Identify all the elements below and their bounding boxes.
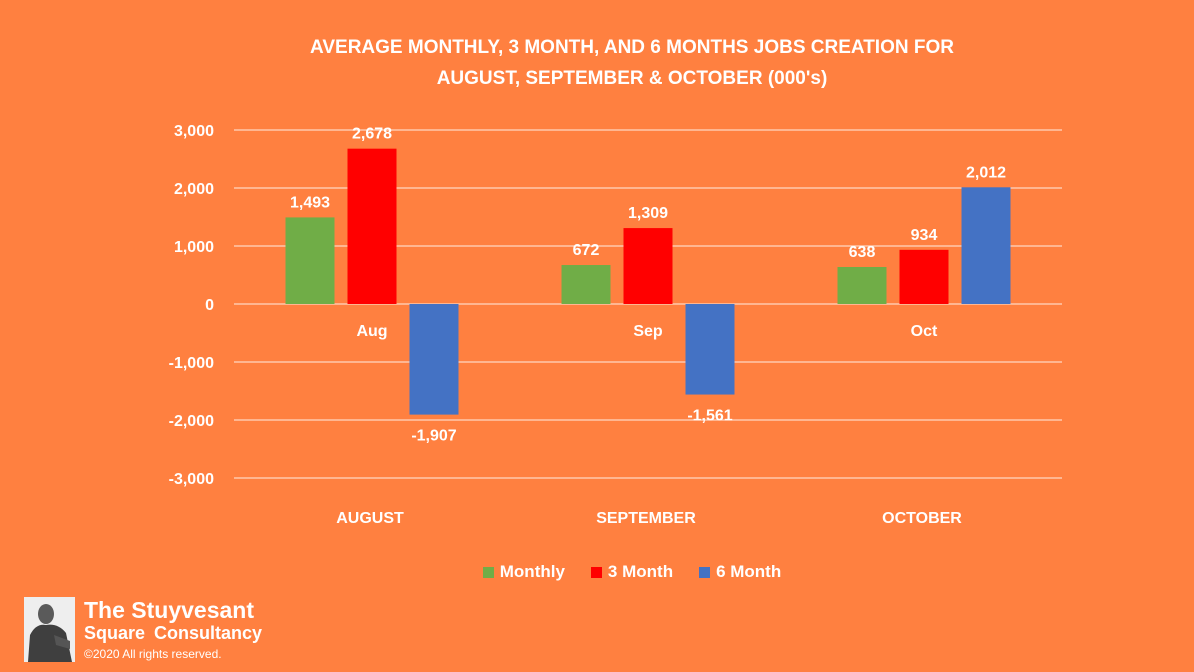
portrait-icon [24,597,75,662]
category-inner-label: Aug [356,323,387,340]
chart-title: AVERAGE MONTHLY, 3 MONTH, AND 6 MONTHS J… [0,32,1194,94]
bar [561,265,611,304]
y-tick-label: -1,000 [169,355,214,372]
y-tick-label: 2,000 [174,181,214,198]
data-label: 672 [573,242,600,259]
bar [837,266,887,304]
chart-legend: Monthly 3 Month 6 Month [0,562,1194,582]
y-tick-label: 1,000 [174,239,214,256]
data-label: 1,309 [628,205,668,222]
data-label: -1,907 [411,428,456,445]
legend-item-monthly: Monthly [482,562,565,582]
legend-label-monthly: Monthly [499,562,565,581]
data-label: 2,012 [966,164,1006,181]
bar [409,304,459,415]
data-label: 638 [849,244,876,261]
x-tick-label: OCTOBER [882,510,962,527]
legend-swatch-3-month [590,566,602,578]
bar [347,148,397,304]
copyright-text: ©2020 All rights reserved. [84,647,222,661]
bar [961,187,1011,304]
bar [899,249,949,304]
x-tick-label: AUGUST [336,510,404,527]
brand-name-line-2: Square Consultancy [84,623,263,643]
legend-swatch-6-month [699,566,711,578]
y-tick-label: -2,000 [169,413,214,430]
data-label: -1,561 [687,408,732,425]
chart-title-line-2: AUGUST, SEPTEMBER & OCTOBER (000's) [436,68,828,89]
brand-logo: The Stuyvesant Square Consultancy ©2020 … [24,597,424,667]
y-tick-label: -3,000 [169,471,214,488]
bar [623,228,673,304]
data-label: 1,493 [290,194,330,211]
category-inner-label: Oct [911,323,938,340]
legend-item-6-month: 6 Month [699,562,781,582]
x-tick-label: SEPTEMBER [596,510,696,527]
legend-label-3-month: 3 Month [607,562,674,581]
legend-label-6-month: 6 Month [716,562,782,581]
data-label: 2,678 [352,126,392,143]
data-label: 934 [911,227,938,244]
bar [285,217,335,304]
chart-title-line-1: AVERAGE MONTHLY, 3 MONTH, AND 6 MONTHS J… [310,37,954,58]
brand-name-line-1: The Stuyvesant [84,597,254,623]
y-tick-label: 3,000 [174,123,214,140]
bar [685,304,735,395]
portrait-image [24,597,75,662]
legend-item-3-month: 3 Month [590,562,674,582]
legend-swatch-monthly [482,566,494,578]
y-tick-label: 0 [205,297,214,314]
category-inner-label: Sep [633,323,663,340]
